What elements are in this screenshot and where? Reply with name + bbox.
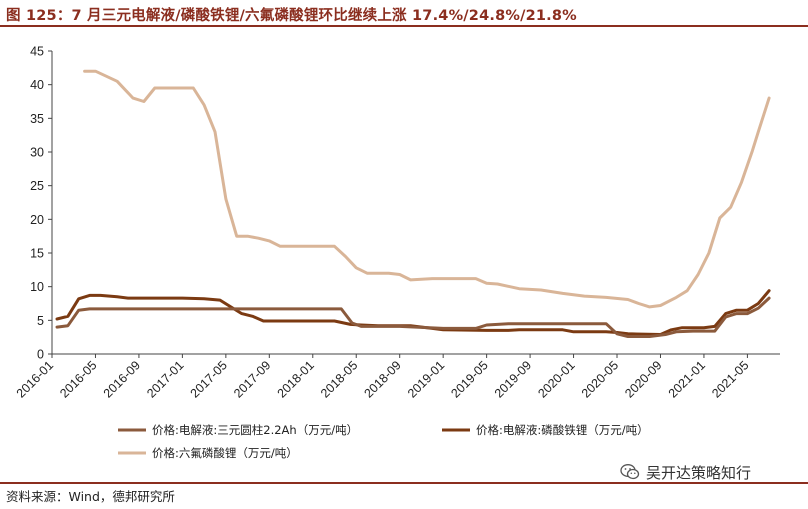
legend-label-3: 价格:六氟磷酸锂（万元/吨） — [152, 446, 298, 460]
x-tick-label: 2020-05 — [579, 358, 621, 400]
watermark: 吴开达策略知行 — [620, 462, 751, 482]
watermark-text: 吴开达策略知行 — [646, 463, 752, 482]
x-tick-label: 2017-05 — [188, 358, 230, 400]
y-tick-label: 10 — [30, 280, 44, 294]
series-line-3 — [83, 69, 771, 309]
x-tick-label: 2019-09 — [492, 358, 534, 400]
legend-label-1: 价格:电解液:三元圆柱2.2Ah（万元/吨） — [152, 423, 358, 437]
y-tick-label: 40 — [30, 78, 44, 92]
page-title: 图 125：7 月三元电解液/磷酸铁锂/六氟磷酸锂环比继续上涨 17.4%/24… — [6, 8, 577, 24]
y-tick-label: 45 — [30, 45, 44, 59]
x-tick-label: 2017-09 — [231, 358, 273, 400]
x-tick-label: 2018-01 — [275, 358, 317, 400]
x-tick-label: 2021-01 — [666, 358, 708, 400]
series-line-1 — [55, 296, 771, 338]
x-tick-label: 2016-05 — [57, 358, 99, 400]
footer-divider — [0, 482, 808, 484]
legend-label-2: 价格:电解液:磷酸铁锂（万元/吨） — [476, 423, 649, 437]
source-note: 资料来源：Wind，德邦研究所 — [6, 489, 175, 504]
wechat-icon — [620, 464, 640, 480]
y-tick-label: 5 — [37, 314, 44, 328]
x-tick-label: 2018-05 — [318, 358, 360, 400]
y-tick-label: 0 — [37, 348, 44, 362]
x-tick-label: 2016-09 — [101, 358, 143, 400]
title-divider — [0, 25, 808, 27]
y-tick-label: 20 — [30, 213, 44, 227]
y-tick-label: 25 — [30, 179, 44, 193]
x-tick-label: 2019-01 — [405, 358, 447, 400]
x-tick-label: 2017-01 — [144, 358, 186, 400]
x-tick-label: 2019-05 — [448, 358, 490, 400]
x-tick-label: 2021-05 — [709, 358, 751, 400]
x-tick-label: 2020-09 — [622, 358, 664, 400]
chart-series — [55, 69, 771, 338]
x-tick-label: 2016-01 — [14, 358, 56, 400]
chart-legend: 价格:电解液:三元圆柱2.2Ah（万元/吨） 价格:电解液:磷酸铁锂（万元/吨） 价… — [118, 423, 649, 460]
y-tick-label: 30 — [30, 146, 44, 160]
y-tick-label: 15 — [30, 247, 44, 261]
x-tick-label: 2018-09 — [361, 358, 403, 400]
x-tick-label: 2020-01 — [535, 358, 577, 400]
y-tick-label: 35 — [30, 112, 44, 126]
